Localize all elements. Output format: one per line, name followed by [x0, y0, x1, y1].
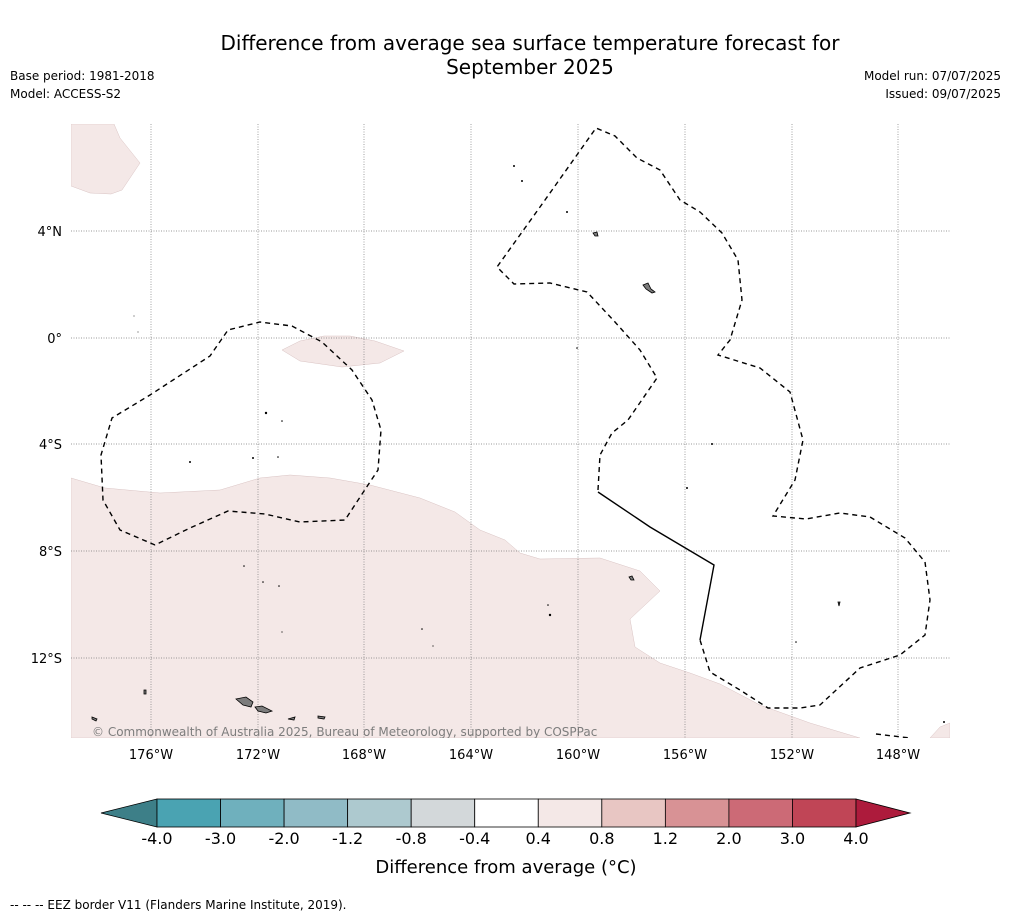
lon-label-148w: 148°W	[876, 748, 920, 763]
lon-label-176w: 176°W	[129, 748, 173, 763]
colorbar-bin	[664, 798, 730, 828]
lon-label-164w: 164°W	[449, 748, 493, 763]
colorbar-ticks: -4.0 -3.0 -2.0 -1.2 -0.8 -0.4 0.4 0.8 1.2 2.0 3.0 4…	[141, 829, 868, 848]
colorbar-tick-label: 1.2	[653, 829, 678, 848]
meta-left: Base period: 1981-2018 Model: ACCESS-S2	[10, 67, 155, 103]
title-line-2: September 2025	[446, 55, 614, 79]
map-area: © Commonwealth of Australia 2025, Bureau…	[71, 124, 950, 739]
colorbar-extend-max	[855, 798, 912, 828]
model-name: Model: ACCESS-S2	[10, 87, 122, 101]
colorbar-bin	[220, 798, 285, 828]
base-period: Base period: 1981-2018	[10, 69, 155, 83]
colorbar-bin	[474, 798, 539, 828]
lon-label-156w: 156°W	[663, 748, 707, 763]
lon-label-160w: 160°W	[556, 748, 600, 763]
lat-label-8s: 8°S	[39, 545, 62, 560]
colorbar-label: Difference from average (°C)	[375, 857, 636, 878]
colorbar-tick-label: -0.8	[396, 829, 427, 848]
colorbar-tick-label: 0.8	[589, 829, 614, 848]
colorbar-bin	[792, 798, 857, 828]
colorbar-bin	[410, 798, 476, 828]
title-line-1: Difference from average sea surface temp…	[220, 31, 840, 55]
eez-solid-border	[597, 491, 715, 641]
colorbar-bin	[728, 798, 793, 828]
colorbar-bin	[347, 798, 412, 828]
lon-label-172w: 172°W	[236, 748, 280, 763]
colorbar-bin	[601, 798, 666, 828]
eez-legend-note: -- -- -- EEZ border V11 (Flanders Marine…	[10, 898, 347, 912]
colorbar	[100, 798, 912, 828]
colorbar-bin	[537, 798, 603, 828]
colorbar-tick-label: -2.0	[268, 829, 299, 848]
graticule	[71, 124, 950, 738]
model-run: Model run: 07/07/2025	[863, 69, 1001, 83]
colorbar-extend-min	[100, 798, 158, 828]
colorbar-tick-label: -1.2	[332, 829, 363, 848]
colorbar-bin	[283, 798, 349, 828]
islands	[91, 231, 841, 722]
small-islets	[133, 165, 945, 723]
lon-label-168w: 168°W	[342, 748, 386, 763]
issued-date: Issued: 09/07/2025	[885, 87, 1001, 101]
copyright-notice: © Commonwealth of Australia 2025, Bureau…	[92, 725, 597, 739]
colorbar-tick-label: 4.0	[843, 829, 868, 848]
lon-label-152w: 152°W	[770, 748, 814, 763]
anomaly-shading	[71, 124, 950, 738]
colorbar-tick-label: 0.4	[526, 829, 551, 848]
lat-label-12s: 12°S	[31, 652, 62, 667]
colorbar-tick-label: -0.4	[459, 829, 490, 848]
colorbar-tick-label: -4.0	[141, 829, 172, 848]
map-title: Difference from average sea surface temp…	[150, 31, 910, 79]
lat-label-4s: 4°S	[39, 438, 62, 453]
colorbar-bin	[156, 798, 221, 828]
eez-borders	[100, 127, 931, 738]
meta-right: Model run: 07/07/2025 Issued: 09/07/2025	[864, 67, 1001, 103]
lat-label-4n: 4°N	[38, 225, 63, 240]
colorbar-tick-label: 3.0	[780, 829, 805, 848]
colorbar-tick-label: -3.0	[205, 829, 236, 848]
lat-label-0: 0°	[47, 332, 62, 347]
colorbar-tick-label: 2.0	[716, 829, 741, 848]
